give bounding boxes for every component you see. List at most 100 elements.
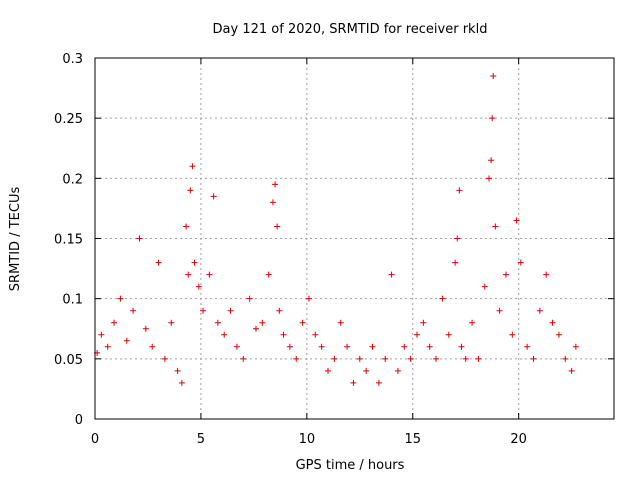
data-point [454, 235, 461, 242]
data-point [489, 115, 496, 122]
data-point [210, 193, 217, 200]
data-point [420, 319, 427, 326]
data-point [517, 259, 524, 266]
data-point [486, 175, 493, 182]
data-point [183, 223, 190, 230]
data-point [530, 355, 537, 362]
x-tick-label: 20 [510, 432, 527, 447]
data-point [312, 331, 319, 338]
data-point [276, 307, 283, 314]
data-point [490, 73, 497, 80]
data-point [407, 355, 414, 362]
data-point [265, 271, 272, 278]
data-point [394, 367, 401, 374]
data-point [142, 325, 149, 332]
x-axis-label: GPS time / hours [296, 458, 405, 473]
data-point [299, 319, 306, 326]
data-point [572, 343, 579, 350]
data-point [305, 295, 312, 302]
data-point [543, 271, 550, 278]
data-point [246, 295, 253, 302]
data-point [445, 331, 452, 338]
data-point [214, 319, 221, 326]
data-point [189, 163, 196, 170]
data-point [168, 319, 175, 326]
y-tick-label: 0 [75, 413, 83, 428]
data-point [344, 343, 351, 350]
data-point [502, 271, 509, 278]
data-point [123, 337, 130, 344]
data-point [350, 379, 357, 386]
data-point [280, 331, 287, 338]
ticks-layer: 0 0.05 0.1 0.15 0.2 0.25 0.3 0 5 10 15 20 [54, 52, 614, 447]
data-point [191, 259, 198, 266]
data-point [272, 181, 279, 188]
data-point [509, 331, 516, 338]
data-point [433, 355, 440, 362]
y-axis-label: SRMTID / TECUs [8, 187, 23, 292]
data-point [356, 355, 363, 362]
data-point [462, 355, 469, 362]
data-point [269, 199, 276, 206]
data-point [155, 259, 162, 266]
y-tick-label: 0.15 [54, 233, 83, 248]
data-point [252, 325, 259, 332]
y-tick-label: 0.1 [62, 293, 83, 308]
data-point [111, 319, 118, 326]
data-point [178, 379, 185, 386]
data-point [318, 343, 325, 350]
points-layer [94, 73, 579, 386]
data-point [200, 307, 207, 314]
data-point [286, 343, 293, 350]
y-tick-label: 0.2 [62, 172, 83, 187]
data-point [98, 331, 105, 338]
data-point [549, 319, 556, 326]
data-point [161, 355, 168, 362]
x-tick-label: 0 [91, 432, 99, 447]
data-point [363, 367, 370, 374]
data-point [469, 319, 476, 326]
data-point [136, 235, 143, 242]
data-point [401, 343, 408, 350]
data-point [221, 331, 228, 338]
data-point [240, 355, 247, 362]
data-point [475, 355, 482, 362]
data-point [536, 307, 543, 314]
data-point [568, 367, 575, 374]
data-point [481, 283, 488, 290]
data-point [331, 355, 338, 362]
data-point [206, 271, 213, 278]
data-point [227, 307, 234, 314]
data-point [337, 319, 344, 326]
data-point [259, 319, 266, 326]
data-point [413, 331, 420, 338]
x-tick-label: 15 [404, 432, 421, 447]
data-point [513, 217, 520, 224]
data-point [195, 283, 202, 290]
data-point [524, 343, 531, 350]
data-point [104, 343, 111, 350]
y-tick-label: 0.05 [54, 353, 83, 368]
data-point [174, 367, 181, 374]
data-point [452, 259, 459, 266]
data-point [382, 355, 389, 362]
data-point [369, 343, 376, 350]
x-tick-label: 5 [197, 432, 205, 447]
data-point [426, 343, 433, 350]
y-tick-label: 0.25 [54, 112, 83, 127]
y-tick-label: 0.3 [62, 52, 83, 67]
data-point [388, 271, 395, 278]
data-point [233, 343, 240, 350]
data-point [117, 295, 124, 302]
data-point [456, 187, 463, 194]
data-point [149, 343, 156, 350]
data-point [325, 367, 332, 374]
data-point [439, 295, 446, 302]
data-point [458, 343, 465, 350]
data-point [492, 223, 499, 230]
chart-title: Day 121 of 2020, SRMTID for receiver rkl… [213, 22, 488, 37]
data-point [555, 331, 562, 338]
data-point [562, 355, 569, 362]
data-point [187, 187, 194, 194]
